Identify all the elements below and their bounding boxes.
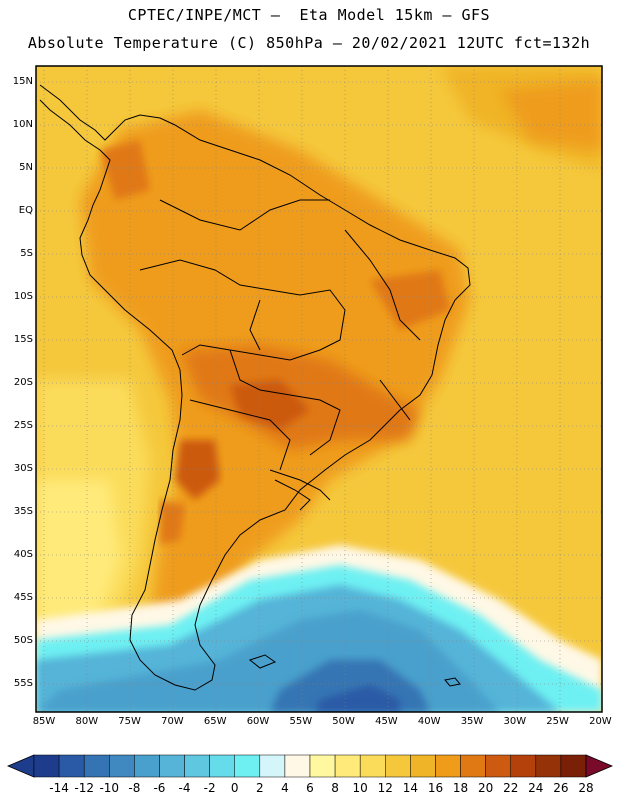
colorbar-label: -6 (153, 781, 166, 795)
longitude-label: 65W (203, 716, 227, 727)
longitude-label: 60W (246, 716, 270, 727)
longitude-label: 25W (546, 716, 569, 727)
latitude-label: 20S (13, 377, 33, 388)
temperature-field (36, 66, 602, 712)
latitude-label: 15S (13, 334, 33, 345)
latitude-label: EQ (18, 205, 33, 216)
latitude-label: 25S (13, 420, 33, 431)
colorbar-label: 24 (528, 781, 544, 795)
colorbar-swatch (184, 754, 210, 778)
longitude-label: 45W (375, 716, 398, 727)
colorbar-low-arrow (6, 754, 35, 778)
longitude-label: 80W (75, 716, 99, 727)
colorbar-swatch (309, 754, 336, 778)
colorbar-label: -12 (74, 781, 94, 795)
colorbar-label: 20 (477, 781, 494, 795)
colorbar-swatch (385, 754, 411, 778)
latitude-label: 50S (13, 635, 33, 646)
colorbar-swatch (234, 754, 261, 778)
colorbar-label: -2 (203, 781, 216, 795)
latitude-label: 45S (13, 592, 33, 603)
colorbar-swatch (410, 754, 436, 778)
colorbar-swatch (510, 754, 537, 778)
colorbar-label: 10 (352, 781, 368, 795)
title-line-2: Absolute Temperature (C) 850hPa – 20/02/… (27, 34, 591, 52)
longitude-label: 70W (161, 716, 184, 727)
colorbar-swatch (58, 754, 85, 778)
colorbar-label: 8 (331, 781, 339, 795)
longitude-label: 35W (460, 716, 484, 727)
latitude-label: 10S (13, 291, 33, 302)
title-line-1: CPTEC/INPE/MCT – Eta Model 15km – GFS (127, 6, 491, 24)
colorbar-swatch (334, 754, 361, 778)
colorbar-label: -8 (128, 781, 141, 795)
colorbar-label: 16 (427, 781, 444, 795)
longitude-label: 85W (32, 716, 56, 727)
colorbar-swatch (560, 754, 587, 778)
colorbar-swatch (284, 754, 311, 778)
colorbar-swatch (259, 754, 286, 778)
map-frame (35, 65, 603, 713)
longitude-label: 55W (289, 716, 313, 727)
colorbar-label: 18 (452, 781, 469, 795)
colorbar-swatch (134, 754, 160, 778)
colorbar-swatch (33, 754, 60, 778)
latitude-label: 30S (13, 463, 33, 474)
colorbar-swatch (209, 754, 235, 778)
colorbar-swatch (83, 754, 110, 778)
colorbar-swatch (485, 754, 511, 778)
latitude-label: 55S (13, 678, 33, 689)
colorbar-swatch (435, 754, 461, 778)
colorbar-label: 12 (377, 781, 393, 795)
colorbar-swatch (109, 754, 135, 778)
colorbar-high-arrow (585, 754, 614, 778)
colorbar-label: 14 (402, 781, 418, 795)
latitude-label: 40S (13, 549, 33, 560)
colorbar-label: 28 (578, 781, 594, 795)
longitude-label: 30W (503, 716, 527, 727)
colorbar-swatch (535, 754, 562, 778)
colorbar-label: -10 (99, 781, 120, 795)
colorbar (6, 754, 614, 778)
colorbar-label: -4 (178, 781, 191, 795)
colorbar-label: 4 (281, 781, 289, 795)
colorbar-label: 26 (553, 781, 569, 795)
coastline (39, 84, 471, 691)
latitude-label: 35S (13, 506, 33, 517)
colorbar-swatch (159, 754, 185, 778)
colorbar-label: 6 (306, 781, 314, 795)
colorbar-swatch (460, 754, 486, 778)
latitude-label: 10N (12, 119, 33, 130)
longitude-label: 20W (589, 716, 612, 727)
longitude-label: 40W (417, 716, 441, 727)
colorbar-label: 2 (255, 781, 264, 795)
longitude-label: 75W (118, 716, 141, 727)
latitude-label: 5S (20, 248, 33, 259)
colorbar-label: 0 (230, 781, 239, 795)
colorbar-label: 22 (503, 781, 519, 795)
longitude-label: 50W (332, 716, 355, 727)
latitude-label: 5N (19, 162, 33, 173)
colorbar-label: -14 (49, 781, 69, 795)
colorbar-swatch (359, 754, 386, 778)
latitude-label: 15N (12, 76, 33, 87)
